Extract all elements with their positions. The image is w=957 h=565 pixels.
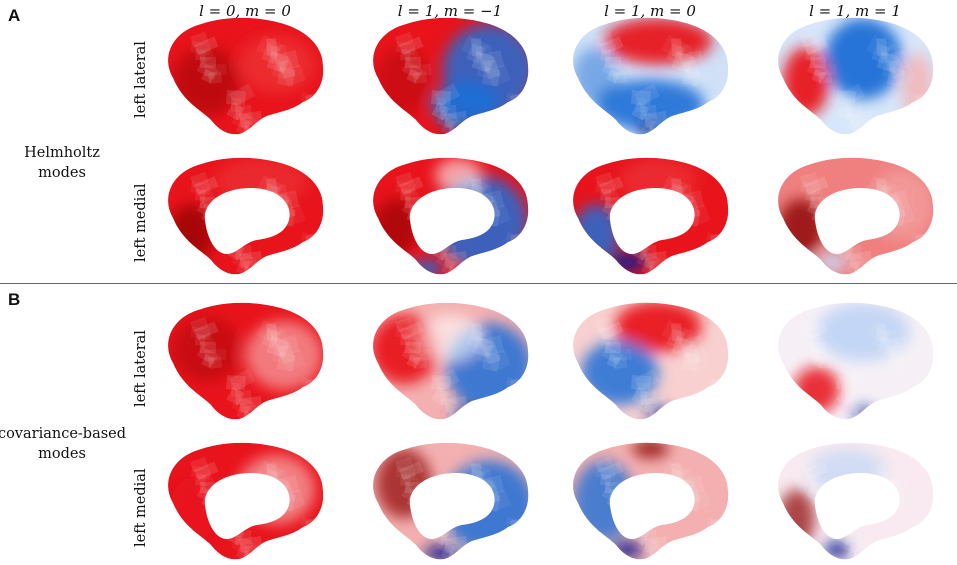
column-header-l1-m0: l = 1, m = 0 [604, 2, 696, 20]
brain-medial-view [777, 157, 933, 275]
group-label-line: covariance-based [0, 426, 127, 442]
panel-letter-b: B [8, 290, 21, 309]
panel-letter-a: A [8, 6, 21, 25]
brain-medial-view [572, 157, 728, 275]
brain-medial-view [372, 157, 528, 275]
brain-lateral-view [777, 17, 933, 135]
column-header-l1-mneg1: l = 1, m = −1 [397, 2, 503, 20]
brain-lateral-view [167, 302, 323, 420]
brain-lateral-view [372, 302, 528, 420]
brain-medial-view [372, 442, 528, 560]
group-label-line: modes [38, 165, 86, 181]
brain-medial-view [167, 442, 323, 560]
group-label-line: Helmholtz [24, 145, 100, 161]
row-label-b-lateral: left lateral [133, 330, 149, 407]
group-label-helmholtz: Helmholtz modes [24, 143, 100, 183]
group-label-covariance: covariance-based modes [0, 424, 126, 464]
brain-lateral-view [167, 17, 323, 135]
panel-divider [0, 283, 957, 284]
brain-medial-view [167, 157, 323, 275]
brain-medial-view [777, 442, 933, 560]
brain-medial-view [572, 442, 728, 560]
group-label-line: modes [38, 446, 86, 462]
brain-lateral-view [572, 17, 728, 135]
row-label-a-lateral: left lateral [133, 41, 149, 118]
brain-lateral-view [572, 302, 728, 420]
row-label-b-medial: left medial [133, 468, 149, 547]
column-header-l0-m0: l = 0, m = 0 [199, 2, 291, 20]
row-label-a-medial: left medial [133, 183, 149, 262]
brain-lateral-view [372, 17, 528, 135]
column-header-l1-m1: l = 1, m = 1 [809, 2, 901, 20]
brain-lateral-view [777, 302, 933, 420]
